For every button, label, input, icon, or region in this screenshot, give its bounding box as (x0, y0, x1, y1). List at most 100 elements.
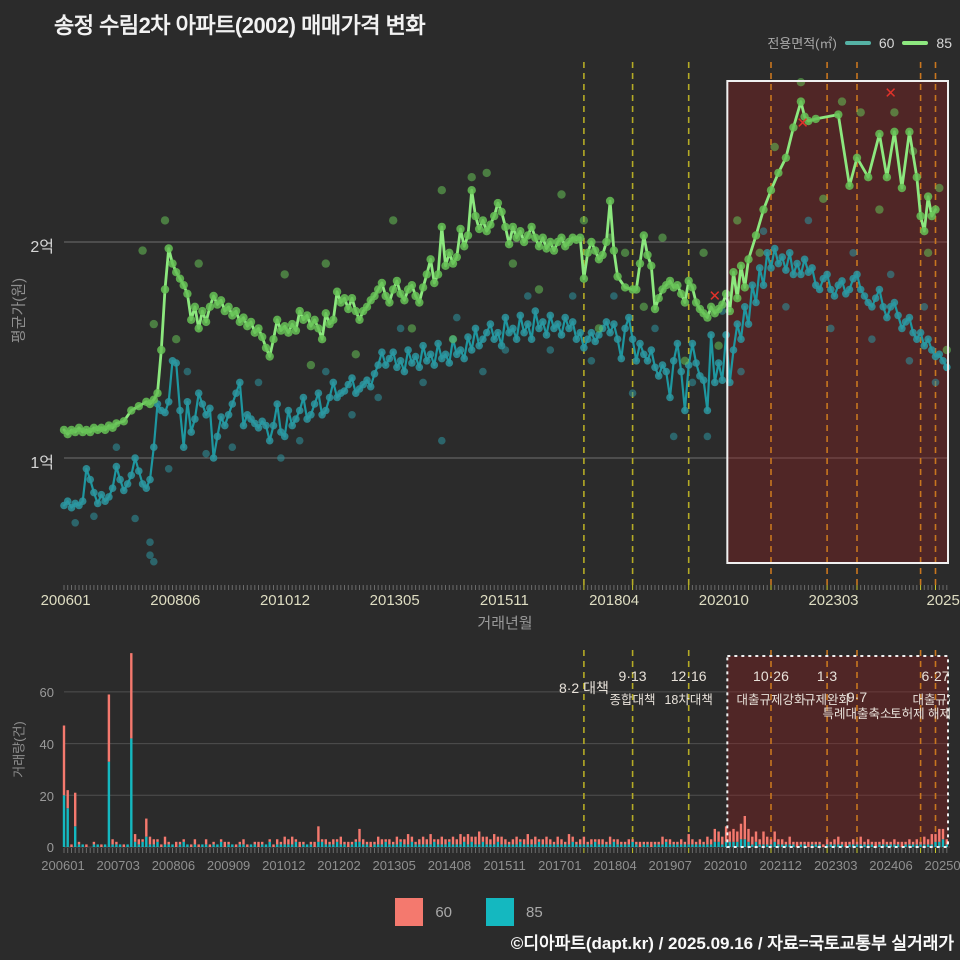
vol-bar-60 (309, 841, 313, 845)
vol-bar-85 (833, 844, 836, 847)
price-point (853, 270, 861, 279)
scatter-point (587, 357, 596, 365)
vol-bar-60 (339, 836, 342, 845)
vol-bar-60 (736, 831, 739, 842)
price-point (774, 168, 783, 178)
vol-bar-85 (904, 844, 907, 847)
vol-bar-85 (646, 844, 649, 847)
vol-bar-60 (425, 839, 428, 845)
vol-bar-60 (807, 841, 810, 847)
vol-bar-85 (766, 844, 769, 847)
vol-bar-60 (560, 839, 563, 845)
price-point (120, 486, 128, 495)
legend-85-swatch-icon[interactable] (486, 898, 514, 926)
vol-bar-60 (451, 836, 455, 845)
price-point (415, 298, 424, 307)
vol-bar-85 (414, 844, 417, 847)
price-point (187, 428, 195, 436)
vol-bar-85 (575, 844, 578, 847)
price-point (883, 313, 891, 322)
vol-bar-85 (683, 844, 687, 847)
scatter-point (172, 335, 181, 344)
main-x-tick-label: 201511 (479, 592, 529, 609)
price-point (598, 250, 607, 260)
price-point (422, 270, 431, 279)
price-point (587, 328, 596, 337)
vol-bar-60 (234, 844, 238, 847)
legend-60-line-icon (844, 40, 871, 45)
price-point (150, 443, 158, 452)
price-point (467, 186, 476, 195)
scatter-point (131, 514, 139, 523)
price-point (602, 318, 611, 326)
vol-bar-60 (766, 836, 769, 845)
vol-bar-85 (672, 844, 675, 847)
vol-bar-60 (436, 839, 440, 845)
legend-item-85[interactable]: 85 (936, 34, 952, 51)
price-point (314, 389, 323, 398)
price-point (692, 359, 700, 367)
vol-bar-60 (657, 841, 660, 845)
vol-bar-60 (792, 841, 795, 845)
vol-bar-85 (938, 841, 941, 847)
price-point (531, 233, 540, 242)
price-point (531, 307, 540, 315)
vol-bar-85 (799, 844, 803, 847)
vol-bar-60 (874, 841, 877, 847)
main-x-axis-title: 거래년월 (477, 615, 533, 632)
price-point (135, 467, 143, 475)
price-point (191, 415, 199, 423)
vol-bar-85 (597, 844, 601, 847)
vol-bar-85 (107, 761, 111, 847)
price-point (610, 320, 618, 328)
vol-bar-60 (799, 841, 803, 845)
price-point (295, 406, 304, 415)
vol-bar-85 (859, 844, 862, 847)
price-point (123, 480, 132, 488)
legend-item-60[interactable]: 60 (878, 34, 895, 51)
vol-bar-85 (489, 844, 492, 847)
vol-bar-60 (934, 834, 937, 842)
price-point (216, 296, 226, 305)
vol-bar-85 (698, 844, 702, 847)
price-point (175, 274, 185, 283)
vol-bar-60 (204, 839, 208, 845)
vol-bar-85 (317, 841, 320, 847)
price-point (325, 393, 334, 402)
vol-bar-60 (818, 841, 821, 845)
price-point (923, 192, 933, 201)
price-point (153, 389, 162, 398)
vol-bar-60 (900, 841, 904, 847)
vol-bar-60 (519, 839, 522, 842)
vol-bar-85 (915, 844, 918, 847)
price-point (295, 306, 304, 316)
legend-60-swatch-icon[interactable] (395, 898, 424, 926)
vol-bar-85 (687, 844, 690, 847)
scatter-point (733, 216, 742, 225)
price-point (647, 261, 656, 270)
vol-bar-85 (384, 841, 387, 847)
price-point (164, 244, 173, 253)
vol-bar-60 (784, 841, 788, 845)
vol-bar-85 (455, 844, 458, 847)
vol-bar-85 (373, 844, 376, 847)
price-point (366, 382, 375, 391)
vol-bar-60 (825, 839, 829, 845)
scatter-point (699, 248, 708, 257)
vol-bar-60 (466, 834, 470, 845)
vol-bar-85 (773, 841, 776, 847)
price-point (321, 309, 330, 318)
price-point (763, 249, 771, 257)
scatter-point (524, 292, 532, 300)
price-point (426, 255, 435, 264)
vol-bar-60 (395, 836, 399, 845)
vol-bar-85 (762, 844, 765, 847)
price-point (890, 298, 899, 307)
vol-bar-60 (810, 841, 814, 845)
vol-bar-85 (739, 839, 743, 847)
vol-bar-85 (896, 844, 900, 847)
price-point (392, 276, 402, 286)
price-point (512, 233, 521, 242)
price-point (632, 357, 641, 365)
